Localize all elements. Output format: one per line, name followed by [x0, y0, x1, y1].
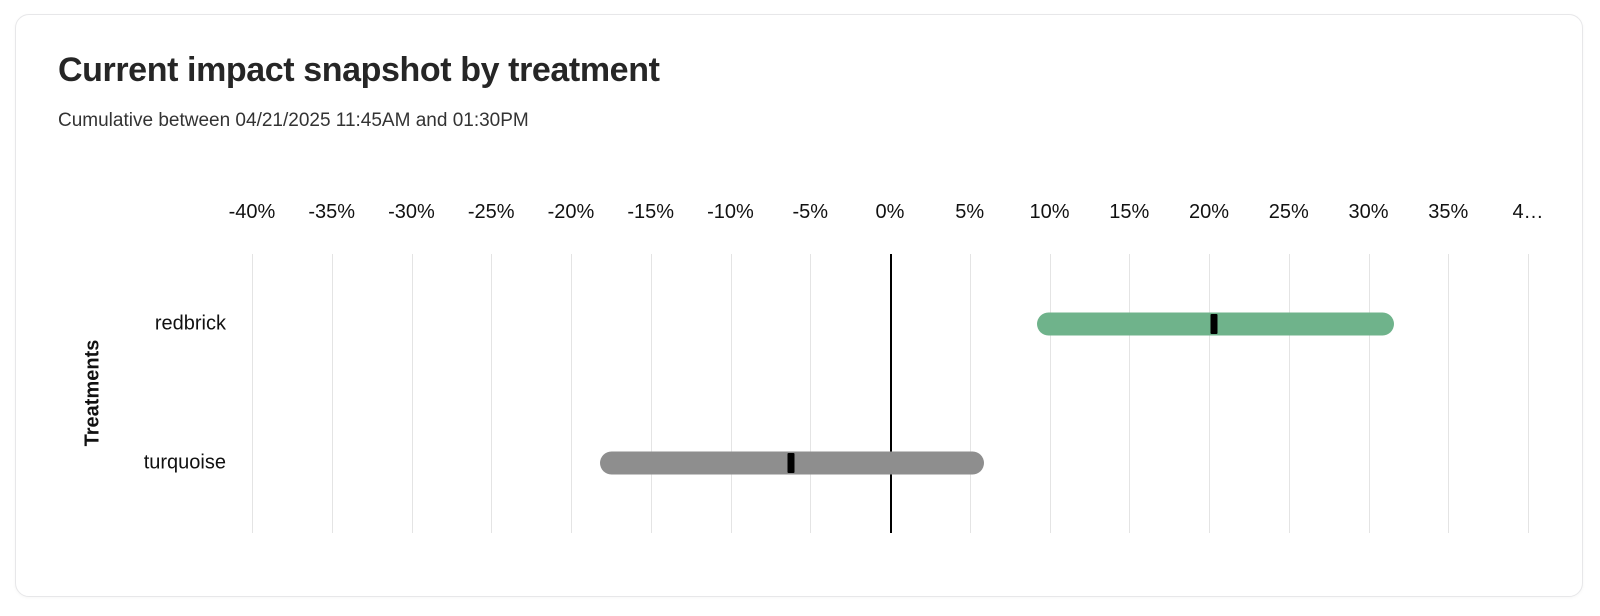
gridline	[1129, 254, 1131, 533]
gridline	[571, 254, 572, 533]
gridline	[1288, 254, 1290, 533]
x-axis-labels: -40% -35% -30% -25% -20% -15% -10% -5% 0% 5% 10% 15…	[229, 201, 1544, 229]
gridline	[730, 254, 732, 533]
x-tick-label: -40%	[228, 201, 276, 223]
x-tick-label: 5%	[955, 201, 985, 223]
x-tick-label: 20%	[1188, 201, 1230, 223]
gridline	[411, 254, 413, 533]
gridline	[650, 254, 652, 533]
gridline	[1049, 254, 1051, 533]
x-tick-label: 15%	[1109, 201, 1150, 223]
point-estimate-marker-redbrick	[1210, 313, 1218, 334]
x-tick-label: 35%	[1428, 201, 1469, 223]
x-tick-label: -5%	[792, 201, 829, 223]
x-tick-label: 4…	[1512, 201, 1544, 223]
x-tick-label: -10%	[707, 201, 754, 223]
chart-card: Current impact snapshot by treatment Cum…	[15, 14, 1583, 597]
x-tick-label: -20%	[547, 201, 595, 223]
point-estimate-marker-turquoise	[787, 453, 795, 474]
plot-area	[252, 254, 1529, 533]
x-tick-label: 0%	[875, 201, 905, 223]
x-tick-label: 10%	[1029, 201, 1070, 223]
category-label-redbrick: redbrick	[154, 312, 226, 335]
gridline	[252, 254, 253, 533]
chart-title: Current impact snapshot by treatment	[58, 51, 660, 89]
gridline	[331, 254, 333, 533]
x-tick-label: -35%	[308, 201, 356, 223]
category-labels: redbrick turquoise	[101, 254, 226, 533]
zero-axis-line	[890, 254, 892, 533]
gridline	[1368, 254, 1370, 533]
gridline	[1209, 254, 1210, 533]
x-tick-label: 25%	[1268, 201, 1309, 223]
x-tick-label: -30%	[388, 201, 435, 223]
gridline	[1448, 254, 1450, 533]
gridline	[491, 254, 493, 533]
gridline	[1528, 254, 1529, 533]
x-tick-label: -25%	[467, 201, 515, 223]
category-label-turquoise: turquoise	[143, 451, 226, 474]
gridline	[969, 254, 971, 533]
chart-subtitle: Cumulative between 04/21/2025 11:45AM an…	[58, 110, 529, 131]
x-tick-label: -15%	[627, 201, 675, 223]
x-tick-label: 30%	[1348, 201, 1389, 223]
gridline	[810, 254, 812, 533]
